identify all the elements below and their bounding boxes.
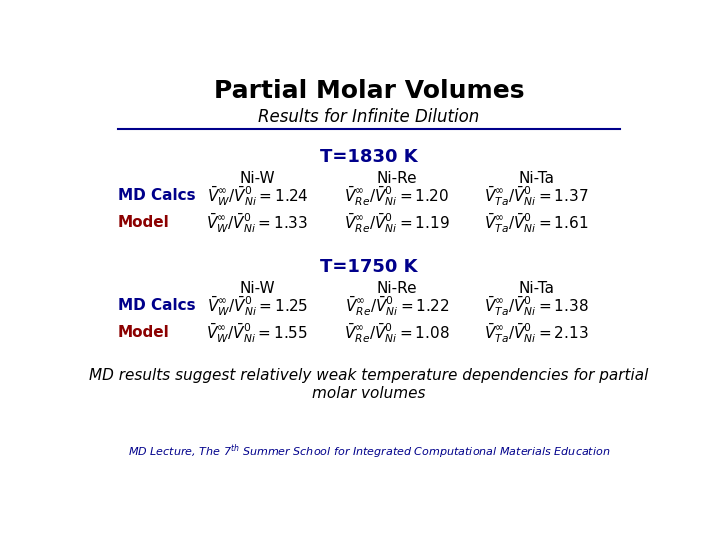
Text: Ni-Re: Ni-Re xyxy=(377,281,417,296)
Text: $\bar{V}_{Re}^{\infty}/\bar{V}_{Ni}^{0}=1.19$: $\bar{V}_{Re}^{\infty}/\bar{V}_{Ni}^{0}=… xyxy=(344,211,450,234)
Text: Model: Model xyxy=(118,326,170,341)
Text: $\bar{V}_{Re}^{\infty}/\bar{V}_{Ni}^{0}=1.08$: $\bar{V}_{Re}^{\infty}/\bar{V}_{Ni}^{0}=… xyxy=(344,321,450,345)
Text: T=1830 K: T=1830 K xyxy=(320,148,418,166)
Text: MD Calcs: MD Calcs xyxy=(118,188,196,203)
Text: $\bar{V}_{W}^{\infty}/\bar{V}_{Ni}^{0}=1.24$: $\bar{V}_{W}^{\infty}/\bar{V}_{Ni}^{0}=1… xyxy=(207,184,308,207)
Text: $\bar{V}_{W}^{\infty}/\bar{V}_{Ni}^{0}=1.55$: $\bar{V}_{W}^{\infty}/\bar{V}_{Ni}^{0}=1… xyxy=(207,321,308,345)
Text: Ni-Ta: Ni-Ta xyxy=(518,171,554,186)
Text: $\bar{V}_{Re}^{\infty}/\bar{V}_{Ni}^{0}=1.20$: $\bar{V}_{Re}^{\infty}/\bar{V}_{Ni}^{0}=… xyxy=(344,184,449,207)
Text: $\bar{V}_{Ta}^{\infty}/\bar{V}_{Ni}^{0}=1.61$: $\bar{V}_{Ta}^{\infty}/\bar{V}_{Ni}^{0}=… xyxy=(484,211,589,234)
Text: Results for Infinite Dilution: Results for Infinite Dilution xyxy=(258,109,480,126)
Text: MD Calcs: MD Calcs xyxy=(118,299,196,313)
Text: $\bar{V}_{W}^{\infty}/\bar{V}_{Ni}^{0}=1.25$: $\bar{V}_{W}^{\infty}/\bar{V}_{Ni}^{0}=1… xyxy=(207,294,308,318)
Text: Partial Molar Volumes: Partial Molar Volumes xyxy=(214,79,524,103)
Text: $\bar{V}_{Re}^{\infty}/\bar{V}_{Ni}^{0}=1.22$: $\bar{V}_{Re}^{\infty}/\bar{V}_{Ni}^{0}=… xyxy=(345,294,449,318)
Text: Ni-W: Ni-W xyxy=(240,281,275,296)
Text: Ni-Re: Ni-Re xyxy=(377,171,417,186)
Text: $\bar{V}_{W}^{\infty}/\bar{V}_{Ni}^{0}=1.33$: $\bar{V}_{W}^{\infty}/\bar{V}_{Ni}^{0}=1… xyxy=(207,211,308,234)
Text: Model: Model xyxy=(118,215,170,230)
Text: Ni-W: Ni-W xyxy=(240,171,275,186)
Text: $\bar{V}_{Ta}^{\infty}/\bar{V}_{Ni}^{0}=1.38$: $\bar{V}_{Ta}^{\infty}/\bar{V}_{Ni}^{0}=… xyxy=(484,294,589,318)
Text: $\bar{V}_{Ta}^{\infty}/\bar{V}_{Ni}^{0}=1.37$: $\bar{V}_{Ta}^{\infty}/\bar{V}_{Ni}^{0}=… xyxy=(484,184,589,207)
Text: $\bar{V}_{Ta}^{\infty}/\bar{V}_{Ni}^{0}=2.13$: $\bar{V}_{Ta}^{\infty}/\bar{V}_{Ni}^{0}=… xyxy=(484,321,589,345)
Text: MD results suggest relatively weak temperature dependencies for partial
molar vo: MD results suggest relatively weak tempe… xyxy=(89,368,649,401)
Text: Ni-Ta: Ni-Ta xyxy=(518,281,554,296)
Text: T=1750 K: T=1750 K xyxy=(320,258,418,276)
Text: $\it{MD\ Lecture}$, The 7$^{th}$ Summer School for Integrated Computational Mate: $\it{MD\ Lecture}$, The 7$^{th}$ Summer … xyxy=(127,442,611,461)
